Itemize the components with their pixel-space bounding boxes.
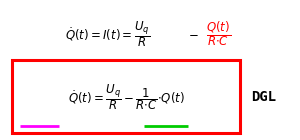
FancyBboxPatch shape <box>12 60 240 133</box>
Text: $\dot{Q}(t) = \dfrac{U_q}{R} - \dfrac{1}{R{\cdot}C}{\cdot}Q(t)$: $\dot{Q}(t) = \dfrac{U_q}{R} - \dfrac{1}… <box>68 82 184 112</box>
Text: $\dfrac{Q(t)}{R{\cdot}C}$: $\dfrac{Q(t)}{R{\cdot}C}$ <box>206 19 230 48</box>
Text: $-$: $-$ <box>188 27 199 40</box>
Text: DGL: DGL <box>251 90 277 104</box>
Text: $\dot{Q}(t) = I(t) = \dfrac{U_q}{R}$: $\dot{Q}(t) = I(t) = \dfrac{U_q}{R}$ <box>65 19 150 49</box>
